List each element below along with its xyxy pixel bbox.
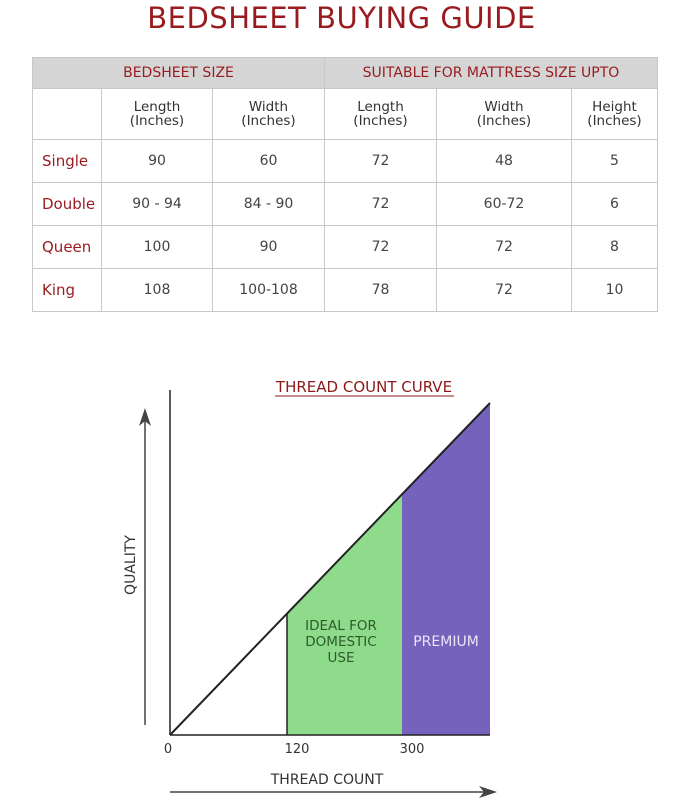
- column-header-unit: (Inches): [476, 113, 532, 129]
- column-header: Length (Inches): [324, 88, 437, 140]
- x-tick-label: 0: [164, 742, 172, 757]
- column-header-line1: Length: [133, 99, 181, 115]
- table-cell: 60: [212, 139, 325, 183]
- table-cell: 100: [101, 225, 213, 269]
- table-cell: 100-108: [212, 268, 325, 312]
- column-header-unit: (Inches): [241, 113, 296, 129]
- table-cell: 48: [436, 139, 572, 183]
- size-table: BEDSHEET SIZE SUITABLE FOR MATTRESS SIZE…: [32, 57, 658, 312]
- table-cell: 90: [101, 139, 213, 183]
- x-axis-label: THREAD COUNT: [270, 772, 384, 788]
- x-arrowhead-icon: [479, 786, 497, 798]
- x-tick-label: 300: [400, 742, 425, 757]
- table-row: Single 90 60 72 48 5: [32, 139, 658, 183]
- column-header-line1: Width: [484, 99, 524, 115]
- table-cell: 72: [324, 182, 437, 226]
- column-header: Width (Inches): [436, 88, 572, 140]
- row-label: Single: [32, 139, 102, 183]
- row-label: Queen: [32, 225, 102, 269]
- region-0: [287, 494, 402, 735]
- column-header-unit: (Inches): [129, 113, 185, 129]
- x-tick-label: 120: [285, 742, 310, 757]
- table-cell: 90: [212, 225, 325, 269]
- y-axis-label: QUALITY: [123, 535, 139, 595]
- table-cell: 8: [571, 225, 658, 269]
- quality-line: [169, 402, 491, 736]
- group-header-bedsheet-size: BEDSHEET SIZE: [32, 57, 325, 89]
- column-header-line1: Width: [248, 99, 289, 115]
- table-cell: 6: [571, 182, 658, 226]
- page-title: BEDSHEET BUYING GUIDE: [147, 1, 536, 35]
- column-header: Width (Inches): [212, 88, 325, 140]
- table-cell: 72: [324, 139, 437, 183]
- column-header: Length (Inches): [101, 88, 213, 140]
- table-cell: 72: [324, 225, 437, 269]
- column-header-unit: (Inches): [587, 113, 642, 129]
- chart-title: THREAD COUNT CURVE: [275, 378, 452, 396]
- table-cell: 72: [436, 268, 572, 312]
- column-header-line1: Height: [592, 99, 637, 115]
- table-row: King 108 100-108 78 72 10: [32, 268, 658, 312]
- column-header-line1: Length: [357, 99, 404, 115]
- thread-count-chart: THREAD COUNT CURVE 0 120 300 THREAD COUNT QUA…: [123, 378, 497, 798]
- region-label-domestic: IDEAL FOR DOMESTIC USE: [305, 618, 377, 666]
- table-row: Queen 100 90 72 72 8: [32, 225, 658, 269]
- y-arrowhead-icon: [139, 408, 151, 426]
- table-cell: 60-72: [436, 182, 572, 226]
- table-cell: 10: [571, 268, 658, 312]
- table-cell: 90 - 94: [101, 182, 213, 226]
- table-cell: 78: [324, 268, 437, 312]
- row-label: Double: [32, 182, 102, 226]
- corner-cell: [32, 88, 102, 140]
- table-cell: 84 - 90: [212, 182, 325, 226]
- table-cell: 72: [436, 225, 572, 269]
- column-header-unit: (Inches): [353, 113, 408, 129]
- region-label-premium: PREMIUM: [413, 634, 479, 650]
- region-1: [402, 403, 490, 735]
- column-header: Height (Inches): [571, 88, 658, 140]
- table-cell: 108: [101, 268, 213, 312]
- row-label: King: [32, 268, 102, 312]
- table-row: Double 90 - 94 84 - 90 72 60-72 6: [32, 182, 658, 226]
- table-cell: 5: [571, 139, 658, 183]
- group-header-mattress: SUITABLE FOR MATTRESS SIZE UPTO: [324, 57, 658, 89]
